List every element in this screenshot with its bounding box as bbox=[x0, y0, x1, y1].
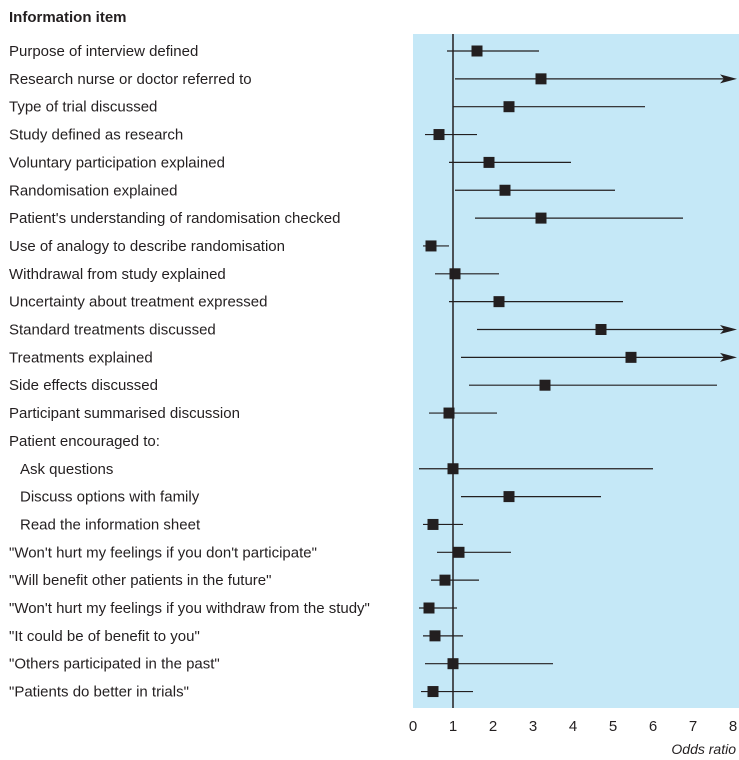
x-tick-label: 2 bbox=[489, 718, 497, 735]
row-label: Type of trial discussed bbox=[9, 99, 157, 116]
forest-row: Treatments explained bbox=[9, 349, 737, 366]
forest-row: Uncertainty about treatment expressed bbox=[9, 294, 623, 311]
odds-ratio-marker bbox=[427, 686, 439, 698]
odds-ratio-marker bbox=[443, 407, 455, 419]
row-label: Read the information sheet bbox=[20, 516, 201, 533]
forest-row: Research nurse or doctor referred to bbox=[9, 71, 737, 88]
odds-ratio-marker bbox=[423, 602, 435, 614]
row-label: "Won't hurt my feelings if you don't par… bbox=[9, 544, 317, 561]
odds-ratio-marker bbox=[499, 184, 511, 196]
odds-ratio-marker bbox=[429, 630, 441, 642]
x-tick-label: 8 bbox=[729, 718, 737, 735]
x-axis-title: Odds ratio bbox=[671, 741, 736, 757]
odds-ratio-marker bbox=[595, 324, 607, 335]
plot-panel bbox=[413, 34, 739, 708]
row-label: Randomisation explained bbox=[9, 182, 177, 199]
odds-ratio-marker bbox=[439, 574, 451, 586]
forest-row: Withdrawal from study explained bbox=[9, 266, 499, 283]
odds-ratio-marker bbox=[503, 101, 515, 113]
forest-row: Standard treatments discussed bbox=[9, 322, 737, 339]
odds-ratio-marker bbox=[535, 212, 547, 224]
forest-row: Type of trial discussed bbox=[9, 99, 645, 116]
row-label: Use of analogy to describe randomisation bbox=[9, 238, 285, 255]
forest-row: Side effects discussed bbox=[9, 377, 717, 394]
odds-ratio-marker bbox=[535, 73, 547, 85]
forest-row: Participant summarised discussion bbox=[9, 405, 497, 422]
x-tick-label: 4 bbox=[569, 718, 577, 735]
row-label: Patient encouraged to: bbox=[9, 433, 160, 450]
forest-row: "Will benefit other patients in the futu… bbox=[9, 572, 479, 589]
forest-row: Read the information sheet bbox=[20, 516, 463, 533]
row-label: Ask questions bbox=[20, 461, 113, 478]
forest-row: "It could be of benefit to you" bbox=[9, 628, 463, 645]
row-label: Patient's understanding of randomisation… bbox=[9, 210, 340, 227]
row-label: "Patients do better in trials" bbox=[9, 684, 189, 701]
forest-row: Voluntary participation explained bbox=[9, 154, 571, 171]
forest-row: Purpose of interview defined bbox=[9, 43, 539, 60]
x-axis: 0 1 2 3 4 5 6 7 8 bbox=[409, 718, 737, 735]
column-header: Information item bbox=[9, 9, 127, 26]
group-row: Patient encouraged to: bbox=[9, 433, 160, 450]
row-label: "Others participated in the past" bbox=[9, 656, 220, 673]
row-label: Side effects discussed bbox=[9, 377, 158, 394]
ci-arrow-head bbox=[720, 74, 737, 84]
forest-row: Study defined as research bbox=[9, 127, 477, 144]
ci-arrow-head bbox=[720, 352, 737, 362]
ci-arrow-head bbox=[720, 325, 737, 334]
forest-row: "Patients do better in trials" bbox=[9, 684, 473, 701]
forest-row: "Won't hurt my feelings if you withdraw … bbox=[9, 600, 457, 617]
row-label: Standard treatments discussed bbox=[9, 322, 216, 339]
row-label: "Won't hurt my feelings if you withdraw … bbox=[9, 600, 370, 617]
row-label: Uncertainty about treatment expressed bbox=[9, 294, 267, 311]
row-label: Treatments explained bbox=[9, 349, 153, 366]
odds-ratio-marker bbox=[433, 129, 445, 141]
row-label: Voluntary participation explained bbox=[9, 154, 225, 171]
row-label: "Will benefit other patients in the futu… bbox=[9, 572, 271, 589]
row-label: "It could be of benefit to you" bbox=[9, 628, 200, 645]
odds-ratio-marker bbox=[625, 351, 637, 363]
odds-ratio-marker bbox=[471, 45, 483, 57]
row-label: Participant summarised discussion bbox=[9, 405, 240, 422]
forest-row: "Won't hurt my feelings if you don't par… bbox=[9, 544, 511, 561]
row-label: Purpose of interview defined bbox=[9, 43, 198, 60]
x-tick-label: 5 bbox=[609, 718, 617, 735]
row-label: Withdrawal from study explained bbox=[9, 266, 226, 283]
odds-ratio-marker bbox=[427, 518, 439, 530]
odds-ratio-marker bbox=[493, 296, 505, 308]
forest-rows: Purpose of interview defined Research nur… bbox=[9, 43, 737, 701]
x-tick-label: 3 bbox=[529, 718, 537, 735]
forest-row: Patient's understanding of randomisation… bbox=[9, 210, 683, 227]
x-tick-label: 6 bbox=[649, 718, 657, 735]
odds-ratio-marker bbox=[503, 491, 515, 503]
odds-ratio-marker bbox=[539, 379, 551, 391]
row-label: Discuss options with family bbox=[20, 489, 200, 506]
odds-ratio-marker bbox=[483, 156, 495, 168]
row-label: Research nurse or doctor referred to bbox=[9, 71, 252, 88]
forest-row: Use of analogy to describe randomisation bbox=[9, 238, 449, 255]
x-tick-label: 7 bbox=[689, 718, 697, 735]
x-tick-label: 0 bbox=[409, 718, 417, 735]
forest-row: Discuss options with family bbox=[20, 489, 601, 506]
forest-row: Randomisation explained bbox=[9, 182, 615, 199]
odds-ratio-marker bbox=[449, 268, 461, 280]
odds-ratio-marker bbox=[453, 546, 465, 558]
row-label: Study defined as research bbox=[9, 127, 183, 144]
x-tick-label: 1 bbox=[449, 718, 457, 735]
odds-ratio-marker bbox=[425, 240, 437, 252]
